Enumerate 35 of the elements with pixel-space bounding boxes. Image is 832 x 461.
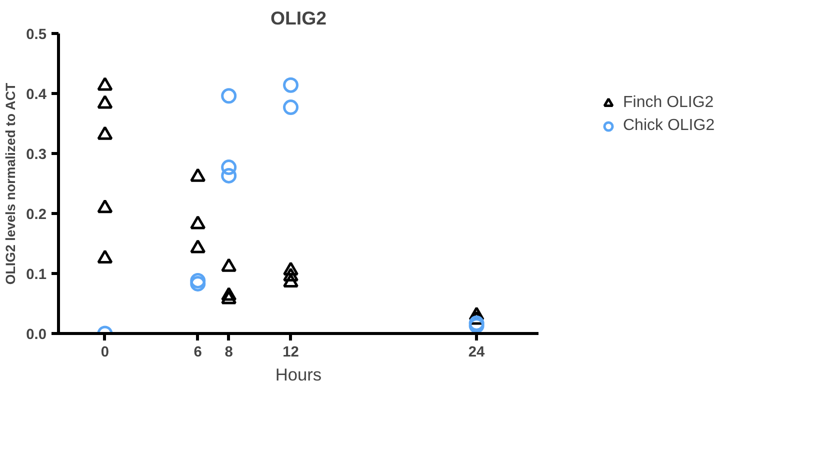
chart-title: OLIG2 xyxy=(270,8,326,28)
x-tick-label: 6 xyxy=(194,344,202,360)
y-tick-label: 0.2 xyxy=(26,207,46,223)
point xyxy=(283,100,299,116)
x-axis-title: Hours xyxy=(275,364,322,384)
x-tick-label: 24 xyxy=(468,344,486,360)
x-tick-label: 0 xyxy=(100,344,110,360)
y-tick-label: 0.5 xyxy=(26,27,46,43)
point xyxy=(97,94,113,109)
x-tick-label: 8 xyxy=(224,344,233,360)
point xyxy=(97,199,113,214)
y-tick-label: 0.3 xyxy=(26,147,46,163)
legend-label: Chick OLIG2 xyxy=(623,117,715,135)
point xyxy=(221,286,237,301)
point xyxy=(221,168,237,184)
point xyxy=(283,262,299,276)
point xyxy=(97,126,113,140)
point xyxy=(283,274,299,288)
point xyxy=(221,160,237,176)
point xyxy=(97,76,113,91)
point xyxy=(97,250,113,264)
point xyxy=(283,268,299,282)
legend-label: Finch OLIG2 xyxy=(623,94,714,112)
y-axis-title: OLIG2 levels normalized to ACT xyxy=(3,82,18,285)
point xyxy=(190,216,206,230)
point xyxy=(190,240,206,254)
y-tick-label: 0.1 xyxy=(26,267,46,283)
point xyxy=(190,168,206,182)
point xyxy=(221,258,237,272)
point xyxy=(221,88,237,104)
y-tick-label: 0.0 xyxy=(26,327,46,343)
point xyxy=(221,290,237,304)
y-tick-label: 0.4 xyxy=(26,87,48,103)
point xyxy=(283,77,299,93)
x-tick-label: 12 xyxy=(282,344,299,360)
